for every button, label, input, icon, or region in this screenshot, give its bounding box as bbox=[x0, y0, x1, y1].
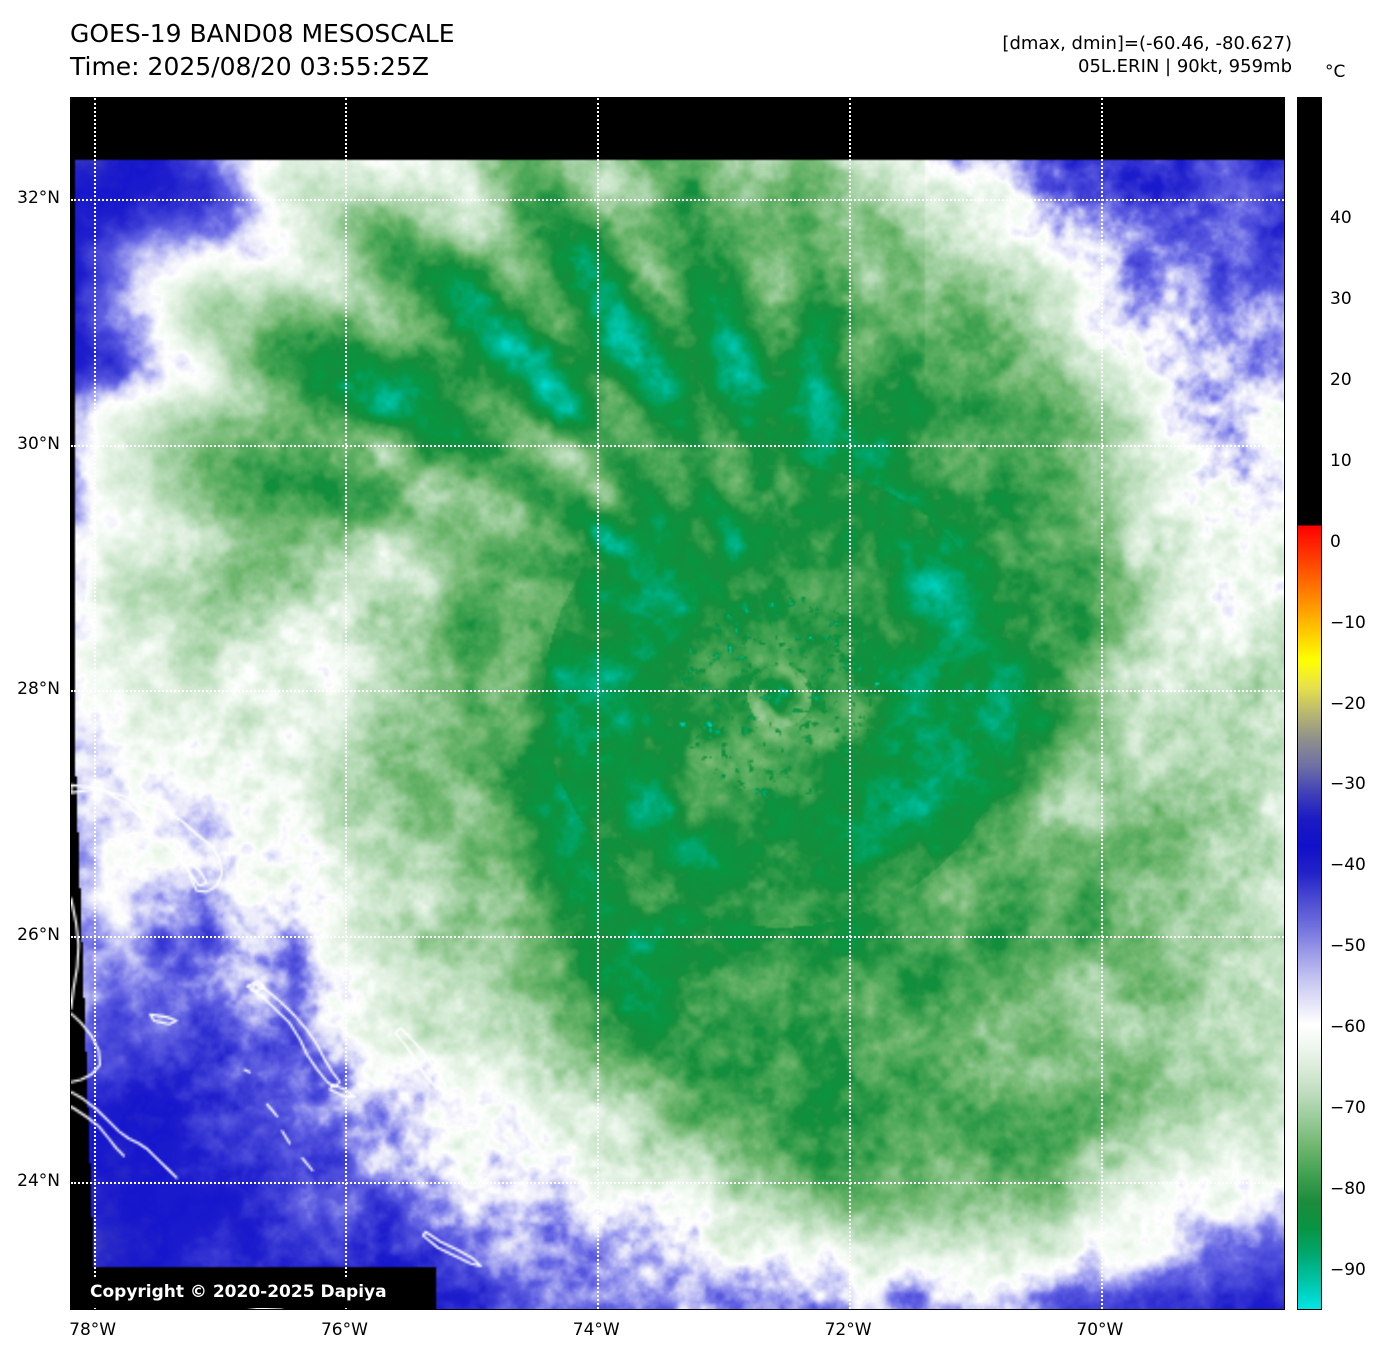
x-axis-tick-label: 76°W bbox=[320, 1320, 368, 1340]
satellite-image-plot[interactable] bbox=[70, 97, 1285, 1310]
colorbar-tick-label: −70 bbox=[1330, 1097, 1366, 1118]
page-title: GOES-19 BAND08 MESOSCALE bbox=[70, 19, 455, 48]
colorbar-tick-label: 10 bbox=[1330, 450, 1352, 471]
colorbar-tick-label: 40 bbox=[1330, 208, 1352, 229]
storm-info-label: 05L.ERIN | 90kt, 959mb bbox=[1078, 56, 1292, 78]
x-axis-tick-label: 78°W bbox=[69, 1320, 117, 1340]
timestamp-label: Time: 2025/08/20 03:55:25Z bbox=[70, 51, 429, 81]
colorbar-tick-label: −90 bbox=[1330, 1259, 1366, 1280]
satellite-raster bbox=[71, 98, 1284, 1309]
colorbar-tick-label: −20 bbox=[1330, 693, 1366, 714]
colorbar-tick-label: −60 bbox=[1330, 1016, 1366, 1037]
colorbar-tick-label: 0 bbox=[1330, 531, 1341, 552]
colorbar-tick-label: −30 bbox=[1330, 774, 1366, 795]
colorbar-tick-label: −10 bbox=[1330, 612, 1366, 633]
y-axis-tick-label: 24°N bbox=[17, 1170, 60, 1191]
colorbar-tick-label: −50 bbox=[1330, 936, 1366, 957]
chart-meta-block: [dmax, dmin]=(-60.46, -80.627) 05L.ERIN … bbox=[1002, 32, 1292, 79]
colorbar-tick-label: −40 bbox=[1330, 855, 1366, 876]
colorbar-tick-label: 20 bbox=[1330, 370, 1352, 391]
data-range-label: [dmax, dmin]=(-60.46, -80.627) bbox=[1002, 33, 1292, 54]
x-axis-tick-label: 74°W bbox=[572, 1320, 620, 1340]
x-axis-tick-label: 72°W bbox=[824, 1320, 872, 1340]
y-axis-tick-label: 30°N bbox=[17, 433, 60, 454]
colorbar-tick-label: 30 bbox=[1330, 289, 1352, 310]
x-axis-tick-label: 70°W bbox=[1076, 1320, 1124, 1340]
y-axis-tick-label: 32°N bbox=[17, 187, 60, 208]
y-axis-tick-label: 28°N bbox=[17, 679, 60, 700]
copyright-badge: Copyright © 2020-2025 Dapiya bbox=[78, 1277, 399, 1308]
colorbar[interactable] bbox=[1297, 97, 1322, 1310]
chart-title-block: GOES-19 BAND08 MESOSCALE Time: 2025/08/2… bbox=[70, 18, 455, 83]
colorbar-tick-label: −80 bbox=[1330, 1178, 1366, 1199]
colorbar-unit-label: °C bbox=[1325, 62, 1346, 82]
y-axis-tick-label: 26°N bbox=[17, 925, 60, 946]
colorbar-gradient bbox=[1297, 97, 1322, 1310]
